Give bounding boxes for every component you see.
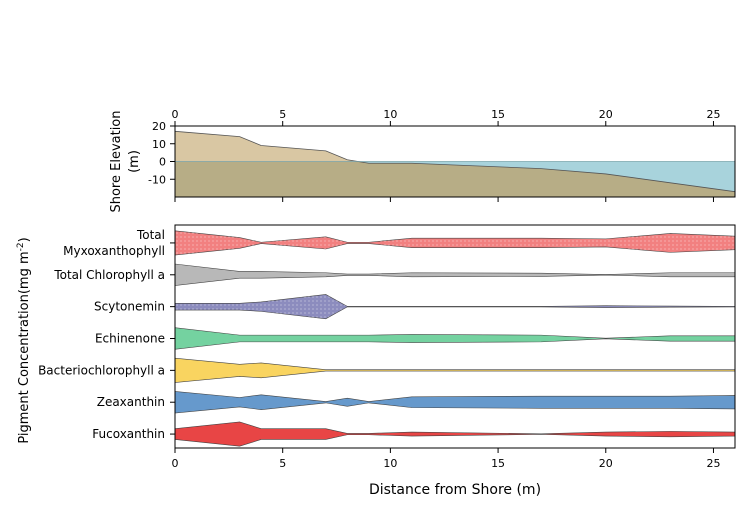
submerged-land-area — [175, 161, 735, 197]
x-tick-label: 10 — [383, 457, 397, 470]
x-tick-label: 0 — [172, 457, 179, 470]
band-zeaxanthin — [174, 391, 736, 414]
top-x-tick-label: 10 — [383, 108, 397, 121]
shore-elevation-panel: 0 5 10 15 20 25 -10 0 10 20 Shore Elevation (m) — [109, 108, 736, 213]
top-y-tick-label: -10 — [148, 173, 166, 186]
top-x-tick-label: 20 — [599, 108, 613, 121]
x-tick-label: 5 — [279, 457, 286, 470]
series-label: Fucoxanthin — [92, 427, 165, 441]
band-echinenone — [174, 327, 736, 350]
series-label: Echinenone — [95, 332, 165, 346]
top-x-tick-label: 5 — [279, 108, 286, 121]
band-fucoxanthin — [174, 421, 736, 447]
series-label: Zeaxanthin — [97, 395, 165, 409]
top-x-tick-label: 15 — [491, 108, 505, 121]
series-label: Total — [136, 228, 165, 242]
x-tick-label: 25 — [706, 457, 720, 470]
band-bacteriochlorophyll-a — [174, 357, 736, 383]
pigment-concentration-panel: Total Myxoxanthophyll Total Chlorophyll a S… — [16, 224, 736, 498]
top-x-tick-label: 0 — [172, 108, 179, 121]
x-tick-label: 15 — [491, 457, 505, 470]
series-label: Total Chlorophyll a — [53, 268, 165, 282]
series-label: Scytonemin — [94, 300, 165, 314]
band-texture — [175, 294, 735, 319]
top-ylabel-line2: (m) — [127, 150, 142, 173]
top-ylabel-line1: Shore Elevation — [109, 110, 124, 212]
top-x-tick-label: 25 — [706, 108, 720, 121]
top-y-tick-label: 10 — [152, 138, 166, 151]
bottom-frame — [174, 224, 736, 449]
elevation-line — [174, 130, 736, 193]
y-axis-label: Pigment Concentration(mg m-2) — [16, 237, 32, 443]
top-y-tick-label: 0 — [159, 156, 166, 169]
series-label: Bacteriochlorophyll a — [38, 363, 165, 377]
top-y-tick-label: 20 — [152, 120, 166, 133]
x-tick-label: 20 — [599, 457, 613, 470]
land-area — [175, 131, 359, 162]
band-texture — [175, 230, 735, 256]
x-axis-label: Distance from Shore (m) — [369, 482, 541, 498]
band-total-chlorophyll-a — [174, 263, 736, 286]
series-label: Myxoxanthophyll — [63, 244, 165, 258]
